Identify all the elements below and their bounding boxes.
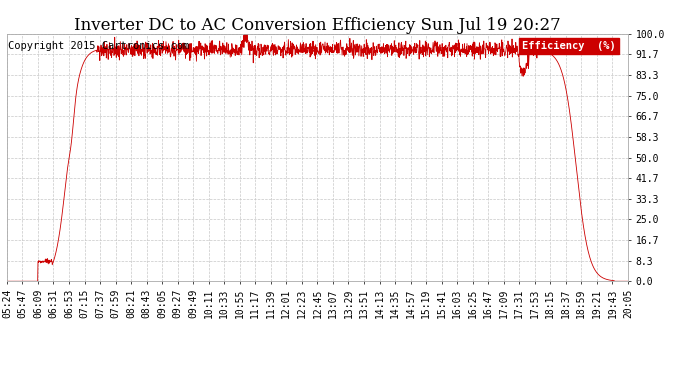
Text: Copyright 2015 Cartronics.com: Copyright 2015 Cartronics.com <box>8 41 189 51</box>
Title: Inverter DC to AC Conversion Efficiency Sun Jul 19 20:27: Inverter DC to AC Conversion Efficiency … <box>74 16 561 34</box>
Text: Efficiency  (%): Efficiency (%) <box>522 41 615 51</box>
